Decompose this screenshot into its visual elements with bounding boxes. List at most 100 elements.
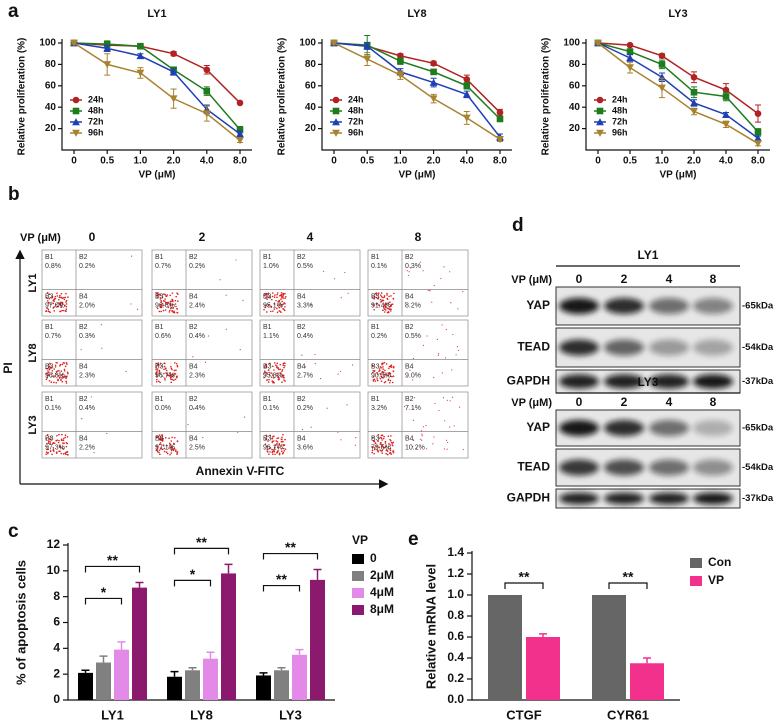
band [559,492,599,505]
gate-percent: 79.5% [371,444,391,451]
dot [431,301,433,303]
dot [390,439,392,442]
gate-name: B4 [405,363,414,370]
significance-bracket [262,584,301,592]
dot [280,450,283,453]
marker [754,110,762,117]
protein-label: TEAD [517,340,550,354]
dot [159,304,162,306]
dot [136,308,139,310]
dot [371,364,374,367]
dot [166,452,169,455]
dot [445,328,447,331]
dot [101,347,103,349]
dot [158,439,160,441]
dot [273,447,276,449]
significance-label: ** [196,534,207,550]
dot [176,453,178,455]
gate-name: B3 [371,435,380,442]
marker [690,108,698,116]
dot [270,298,273,301]
gate-percent: 0.3% [79,333,95,340]
protein-label: YAP [526,420,550,434]
gate-percent: 97.1% [155,444,175,451]
dot [49,362,51,365]
x-tick-label: 0.5 [623,156,637,167]
dot [346,404,348,406]
significance-label: ** [107,552,118,568]
dot [53,381,55,384]
gate-percent: 1.0% [263,263,279,270]
dot [443,448,445,450]
gate-name: B2 [405,324,414,331]
dot [282,376,285,379]
dot [170,452,173,454]
dot [375,294,378,296]
series-line [73,42,241,141]
dot [159,305,162,308]
axis [321,39,512,151]
dot [52,447,55,449]
dot [388,372,391,375]
dot [51,375,53,378]
gate-percent: 0.1% [371,263,387,270]
dot [45,310,48,312]
dot [50,381,53,383]
dot [385,452,387,455]
legend-swatch [690,558,702,568]
gate-percent: 0.2% [79,263,95,270]
dot [375,296,378,299]
series-line [73,42,241,104]
dot [373,304,375,307]
dot [282,307,284,310]
dot [267,294,269,296]
dot [278,453,281,456]
dot [377,440,379,442]
y-tick-label: 60 [45,80,57,91]
dot [46,300,49,302]
dot [46,448,48,451]
gate-name: B2 [189,254,198,261]
y-tick-label: 40 [305,102,317,113]
marker [463,76,471,83]
dot [263,294,265,297]
y-tick-label: 0.8 [447,608,464,622]
x-tick-label: 0 [595,156,601,167]
dot [163,372,165,375]
dot [45,296,48,299]
dot [263,308,265,311]
x-tick-label: 2.0 [687,156,701,167]
dot [273,308,276,310]
dot [276,365,278,368]
gate-name: B1 [155,396,164,403]
dot [384,309,387,311]
y-tick-label: 80 [45,59,57,70]
dot [266,298,268,300]
dot [265,372,268,374]
gate-name: B4 [79,293,88,300]
dot [60,377,63,379]
legend-label: Con [708,555,731,569]
legend-marker [332,129,340,137]
dot [333,278,336,280]
dot [169,453,171,456]
dot [382,446,385,449]
dot [276,437,278,440]
dot [53,376,55,378]
bar [78,672,93,700]
dot [276,292,279,294]
dot [284,292,286,295]
dot [171,299,174,301]
dot [165,369,168,372]
dot [63,368,66,371]
dot [273,362,276,364]
gate-percent: 10.2% [405,444,425,451]
dot [176,440,179,442]
dot [390,308,392,310]
dot [421,439,423,441]
dot [265,292,268,295]
dot [383,381,386,384]
gate-name: B2 [297,396,306,403]
dot [51,372,53,375]
dot [392,375,395,377]
